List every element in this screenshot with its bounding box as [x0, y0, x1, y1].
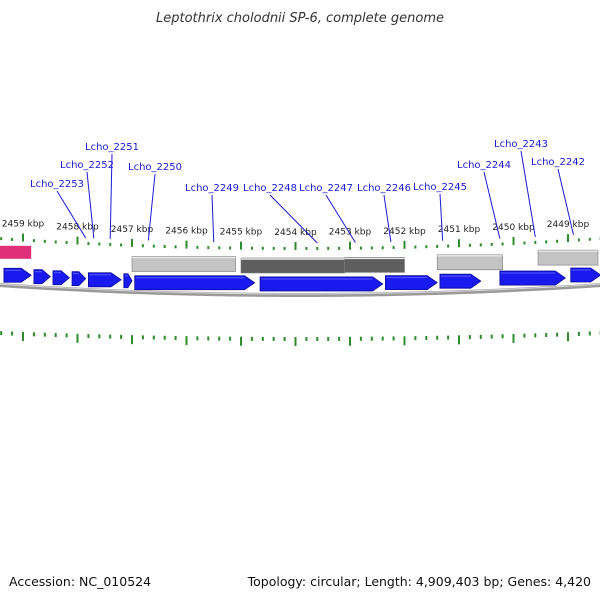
cds-arrow — [385, 275, 438, 291]
cds-arrow — [134, 275, 256, 291]
gene-callouts: Lcho_2253Lcho_2252Lcho_2251Lcho_2250Lcho… — [30, 139, 585, 244]
kbp-tick-track-inner — [0, 331, 600, 346]
feature-track-cds — [3, 267, 600, 292]
gene-label: Lcho_2252 — [60, 160, 114, 171]
genome-backbone — [0, 283, 600, 297]
cds-arrow — [499, 270, 566, 286]
callout-leader — [325, 194, 356, 243]
gene-label: Lcho_2248 — [243, 183, 297, 194]
callout-leader — [56, 190, 87, 239]
callout-leader — [147, 173, 156, 241]
callout-leader — [109, 153, 113, 240]
cds-arrow — [88, 272, 122, 288]
grey-feature — [537, 249, 599, 266]
callout-leader — [211, 194, 215, 243]
grey-feature — [344, 257, 405, 273]
cds-arrow — [439, 273, 482, 289]
kbp-label: 2452 kbp — [383, 227, 426, 237]
map-title: Leptothrix cholodnii SP-6, complete geno… — [156, 11, 444, 26]
accession-text: Accession: NC_010524 — [9, 574, 151, 589]
cds-arrow — [259, 276, 384, 292]
kbp-labels: 2459 kbp 2458 kbp 2457 kbp 2456 kbp 2455 kbp… — [2, 220, 590, 238]
callout-leader — [557, 168, 574, 235]
gene-label: Lcho_2250 — [128, 162, 182, 173]
callout-leader — [439, 193, 444, 241]
gene-label: Lcho_2247 — [299, 183, 353, 194]
kbp-label: 2457 kbp — [111, 225, 154, 235]
gene-label: Lcho_2242 — [531, 157, 585, 168]
cds-arrow — [3, 267, 32, 283]
callout-leader — [483, 171, 501, 239]
gene-label: Lcho_2251 — [85, 142, 139, 153]
cds-arrow — [71, 271, 87, 287]
kbp-label: 2458 kbp — [56, 223, 99, 233]
grey-feature — [436, 254, 503, 271]
gene-label: Lcho_2244 — [457, 160, 511, 171]
grey-feature — [131, 256, 236, 272]
kbp-label: 2449 kbp — [547, 220, 590, 230]
feature-track-rrna — [0, 245, 32, 259]
kbp-label: 2454 kbp — [274, 228, 317, 238]
callout-leader — [520, 150, 536, 237]
gene-label: Lcho_2246 — [357, 183, 411, 194]
callout-leader — [86, 171, 95, 239]
callout-leader — [269, 194, 318, 244]
callout-leader — [383, 194, 392, 243]
kbp-label: 2453 kbp — [329, 228, 372, 238]
rrna-feature — [0, 245, 32, 259]
backbone-arc — [0, 283, 600, 297]
kbp-label: 2455 kbp — [220, 228, 263, 238]
gene-label: Lcho_2249 — [185, 183, 239, 194]
cds-arrow — [570, 267, 600, 283]
cds-arrow — [52, 270, 70, 286]
kbp-label: 2456 kbp — [165, 227, 208, 237]
kbp-label: 2450 kbp — [492, 223, 535, 233]
kbp-tick-track-top — [0, 233, 600, 250]
cds-arrow — [123, 273, 133, 289]
kbp-label: 2451 kbp — [438, 225, 481, 235]
kbp-label: 2459 kbp — [2, 220, 45, 230]
gene-label: Lcho_2243 — [494, 139, 548, 150]
gene-label: Lcho_2253 — [30, 179, 84, 190]
genome-summary-text: Topology: circular; Length: 4,909,403 bp… — [247, 574, 591, 589]
feature-track-grey — [131, 249, 599, 274]
gene-label: Lcho_2245 — [413, 182, 467, 193]
backbone-highlight — [0, 283, 600, 295]
cds-arrow — [33, 269, 51, 285]
grey-feature — [240, 257, 345, 274]
